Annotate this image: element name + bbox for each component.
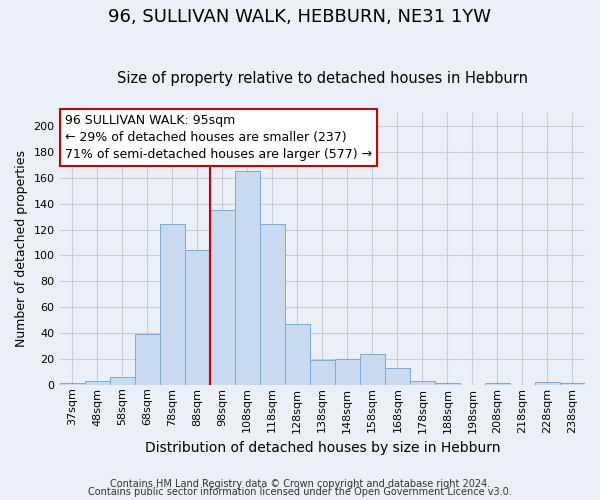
Bar [485,384,510,385]
Text: 96, SULLIVAN WALK, HEBBURN, NE31 1YW: 96, SULLIVAN WALK, HEBBURN, NE31 1YW [109,8,491,26]
Bar [385,368,410,385]
Bar [285,324,310,385]
Bar [435,384,460,385]
Bar [185,250,209,385]
Bar [235,172,260,385]
Bar [410,381,435,385]
Bar [110,377,134,385]
Text: Contains public sector information licensed under the Open Government Licence v3: Contains public sector information licen… [88,487,512,497]
Bar [360,354,385,385]
Bar [160,224,185,385]
Bar [134,334,160,385]
Bar [535,382,560,385]
Bar [209,210,235,385]
X-axis label: Distribution of detached houses by size in Hebburn: Distribution of detached houses by size … [145,441,500,455]
Bar [560,384,585,385]
Bar [260,224,285,385]
Text: 96 SULLIVAN WALK: 95sqm
← 29% of detached houses are smaller (237)
71% of semi-d: 96 SULLIVAN WALK: 95sqm ← 29% of detache… [65,114,372,162]
Bar [85,381,110,385]
Y-axis label: Number of detached properties: Number of detached properties [15,150,28,348]
Bar [335,359,360,385]
Bar [310,360,335,385]
Bar [59,384,85,385]
Text: Contains HM Land Registry data © Crown copyright and database right 2024.: Contains HM Land Registry data © Crown c… [110,479,490,489]
Title: Size of property relative to detached houses in Hebburn: Size of property relative to detached ho… [117,70,528,86]
